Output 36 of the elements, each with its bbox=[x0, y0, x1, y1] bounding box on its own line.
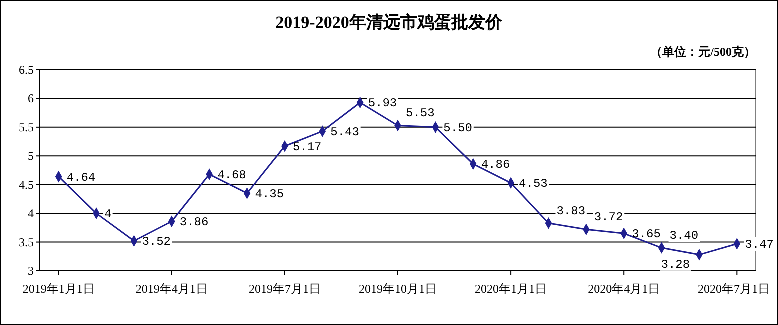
data-label: 3.52 bbox=[142, 235, 172, 250]
y-tick-label: 3.5 bbox=[19, 235, 34, 250]
data-label: 5.53 bbox=[406, 106, 435, 121]
x-tick-label: 2020年7月1日 bbox=[698, 282, 770, 296]
data-label: 4.53 bbox=[519, 177, 548, 192]
data-label: 4.86 bbox=[481, 158, 510, 172]
y-tick-label: 5.5 bbox=[19, 120, 34, 134]
x-tick-label: 2019年4月1日 bbox=[136, 282, 208, 296]
x-tick-label: 2020年1月1日 bbox=[475, 282, 548, 296]
y-tick-label: 6.5 bbox=[19, 63, 34, 77]
y-tick-label: 4.5 bbox=[19, 178, 34, 192]
y-tick-label: 3 bbox=[28, 264, 34, 278]
data-label: 3.28 bbox=[661, 258, 690, 272]
data-label: 3.40 bbox=[670, 229, 699, 244]
x-tick-label: 2020年4月1日 bbox=[588, 282, 660, 296]
data-label: 3.47 bbox=[745, 238, 774, 252]
data-label: 5.17 bbox=[292, 140, 322, 154]
x-tick-label: 2019年1月1日 bbox=[22, 282, 95, 296]
x-tick-label: 2019年7月1日 bbox=[248, 282, 321, 296]
data-label: 3.86 bbox=[180, 216, 209, 230]
y-tick-label: 6 bbox=[28, 92, 34, 106]
data-label: 4.68 bbox=[218, 168, 246, 183]
data-label: 4 bbox=[104, 208, 112, 222]
data-label: 3.72 bbox=[594, 210, 624, 225]
data-label: 5.50 bbox=[444, 121, 472, 136]
y-tick-label: 4 bbox=[28, 206, 34, 221]
x-tick-label: 2019年10月1日 bbox=[359, 282, 437, 296]
chart-title: 2019-2020年清远市鸡蛋批发价 bbox=[276, 13, 504, 32]
text: （单位：元/500克） bbox=[650, 45, 756, 59]
data-label: 4.35 bbox=[255, 187, 284, 202]
data-label: 5.43 bbox=[330, 125, 360, 140]
data-label: 3.65 bbox=[632, 228, 661, 242]
data-label: 3.83 bbox=[556, 204, 586, 218]
y-tick-label: 5 bbox=[28, 149, 34, 164]
data-label: 5.93 bbox=[368, 96, 398, 111]
data-label: 4.64 bbox=[66, 170, 96, 185]
